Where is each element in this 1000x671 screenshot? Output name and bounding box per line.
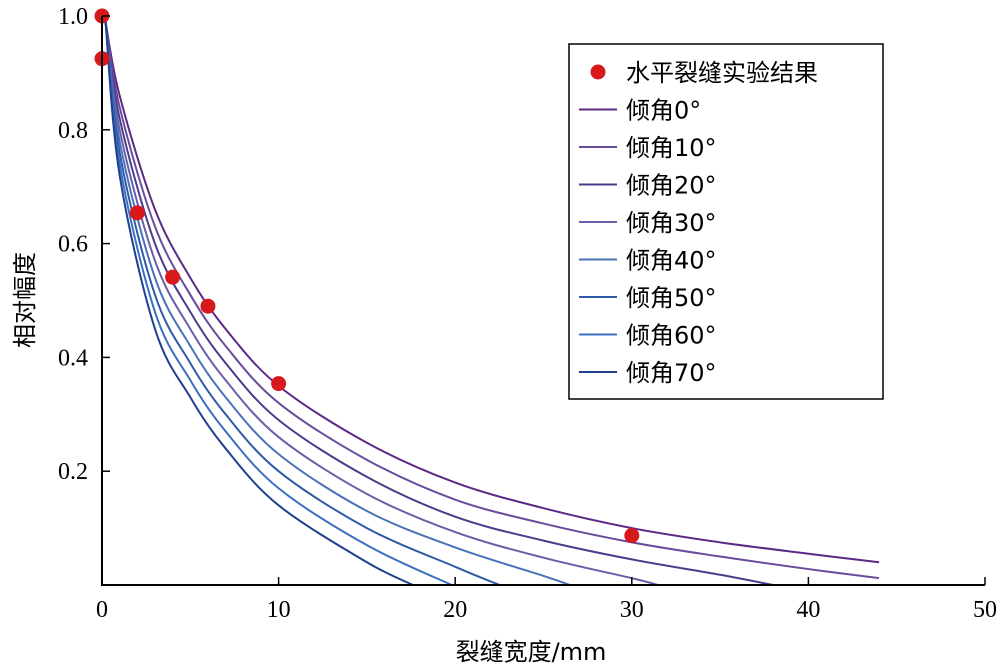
series-line-7 [104, 21, 414, 586]
series-line-6 [104, 21, 453, 586]
legend-label: 倾角50° [626, 284, 717, 312]
scatter-point [200, 298, 216, 314]
legend-label: 倾角0° [626, 97, 701, 125]
series-line-0 [104, 21, 880, 564]
series-line-3 [104, 21, 659, 586]
y-tick-label: 1.0 [58, 4, 88, 30]
x-tick-label: 20 [443, 597, 467, 623]
legend-label: 倾角20° [626, 172, 717, 200]
y-tick-label: 0.8 [58, 118, 88, 144]
x-tick-label: 50 [973, 597, 997, 623]
legend-label: 倾角70° [626, 359, 717, 387]
scatter-point [165, 269, 181, 285]
legend-marker [590, 64, 606, 80]
legend-label: 倾角30° [626, 209, 717, 237]
series-line-5 [104, 21, 500, 586]
legend-label: 倾角10° [626, 134, 717, 162]
x-tick-label: 10 [267, 597, 291, 623]
y-tick-label: 0.6 [58, 232, 88, 258]
y-tick-label: 0.4 [58, 345, 88, 371]
series-line-1 [104, 21, 880, 580]
series-line-4 [104, 21, 571, 586]
axes [101, 15, 986, 586]
scatter-point [624, 527, 640, 543]
legend-label: 倾角60° [626, 322, 717, 350]
tick-labels: 0 10 20 30 40 50 0.2 0.4 0.6 0.8 1.0 [58, 4, 997, 623]
y-axis-label: 相对幅度 [11, 252, 39, 348]
x-tick-label: 30 [620, 597, 644, 623]
legend-label: 水平裂缝实验结果 [626, 59, 818, 87]
legend-box [568, 43, 884, 400]
y-tick-label: 0.2 [58, 459, 88, 485]
scatter-points [94, 8, 640, 543]
legend-label: 倾角40° [626, 247, 717, 275]
scatter-point [129, 205, 145, 221]
x-axis-label: 裂缝宽度/mm [456, 638, 607, 666]
scatter-point [271, 376, 287, 392]
x-tick-label: 40 [796, 597, 820, 623]
x-tick-label: 0 [96, 597, 108, 623]
